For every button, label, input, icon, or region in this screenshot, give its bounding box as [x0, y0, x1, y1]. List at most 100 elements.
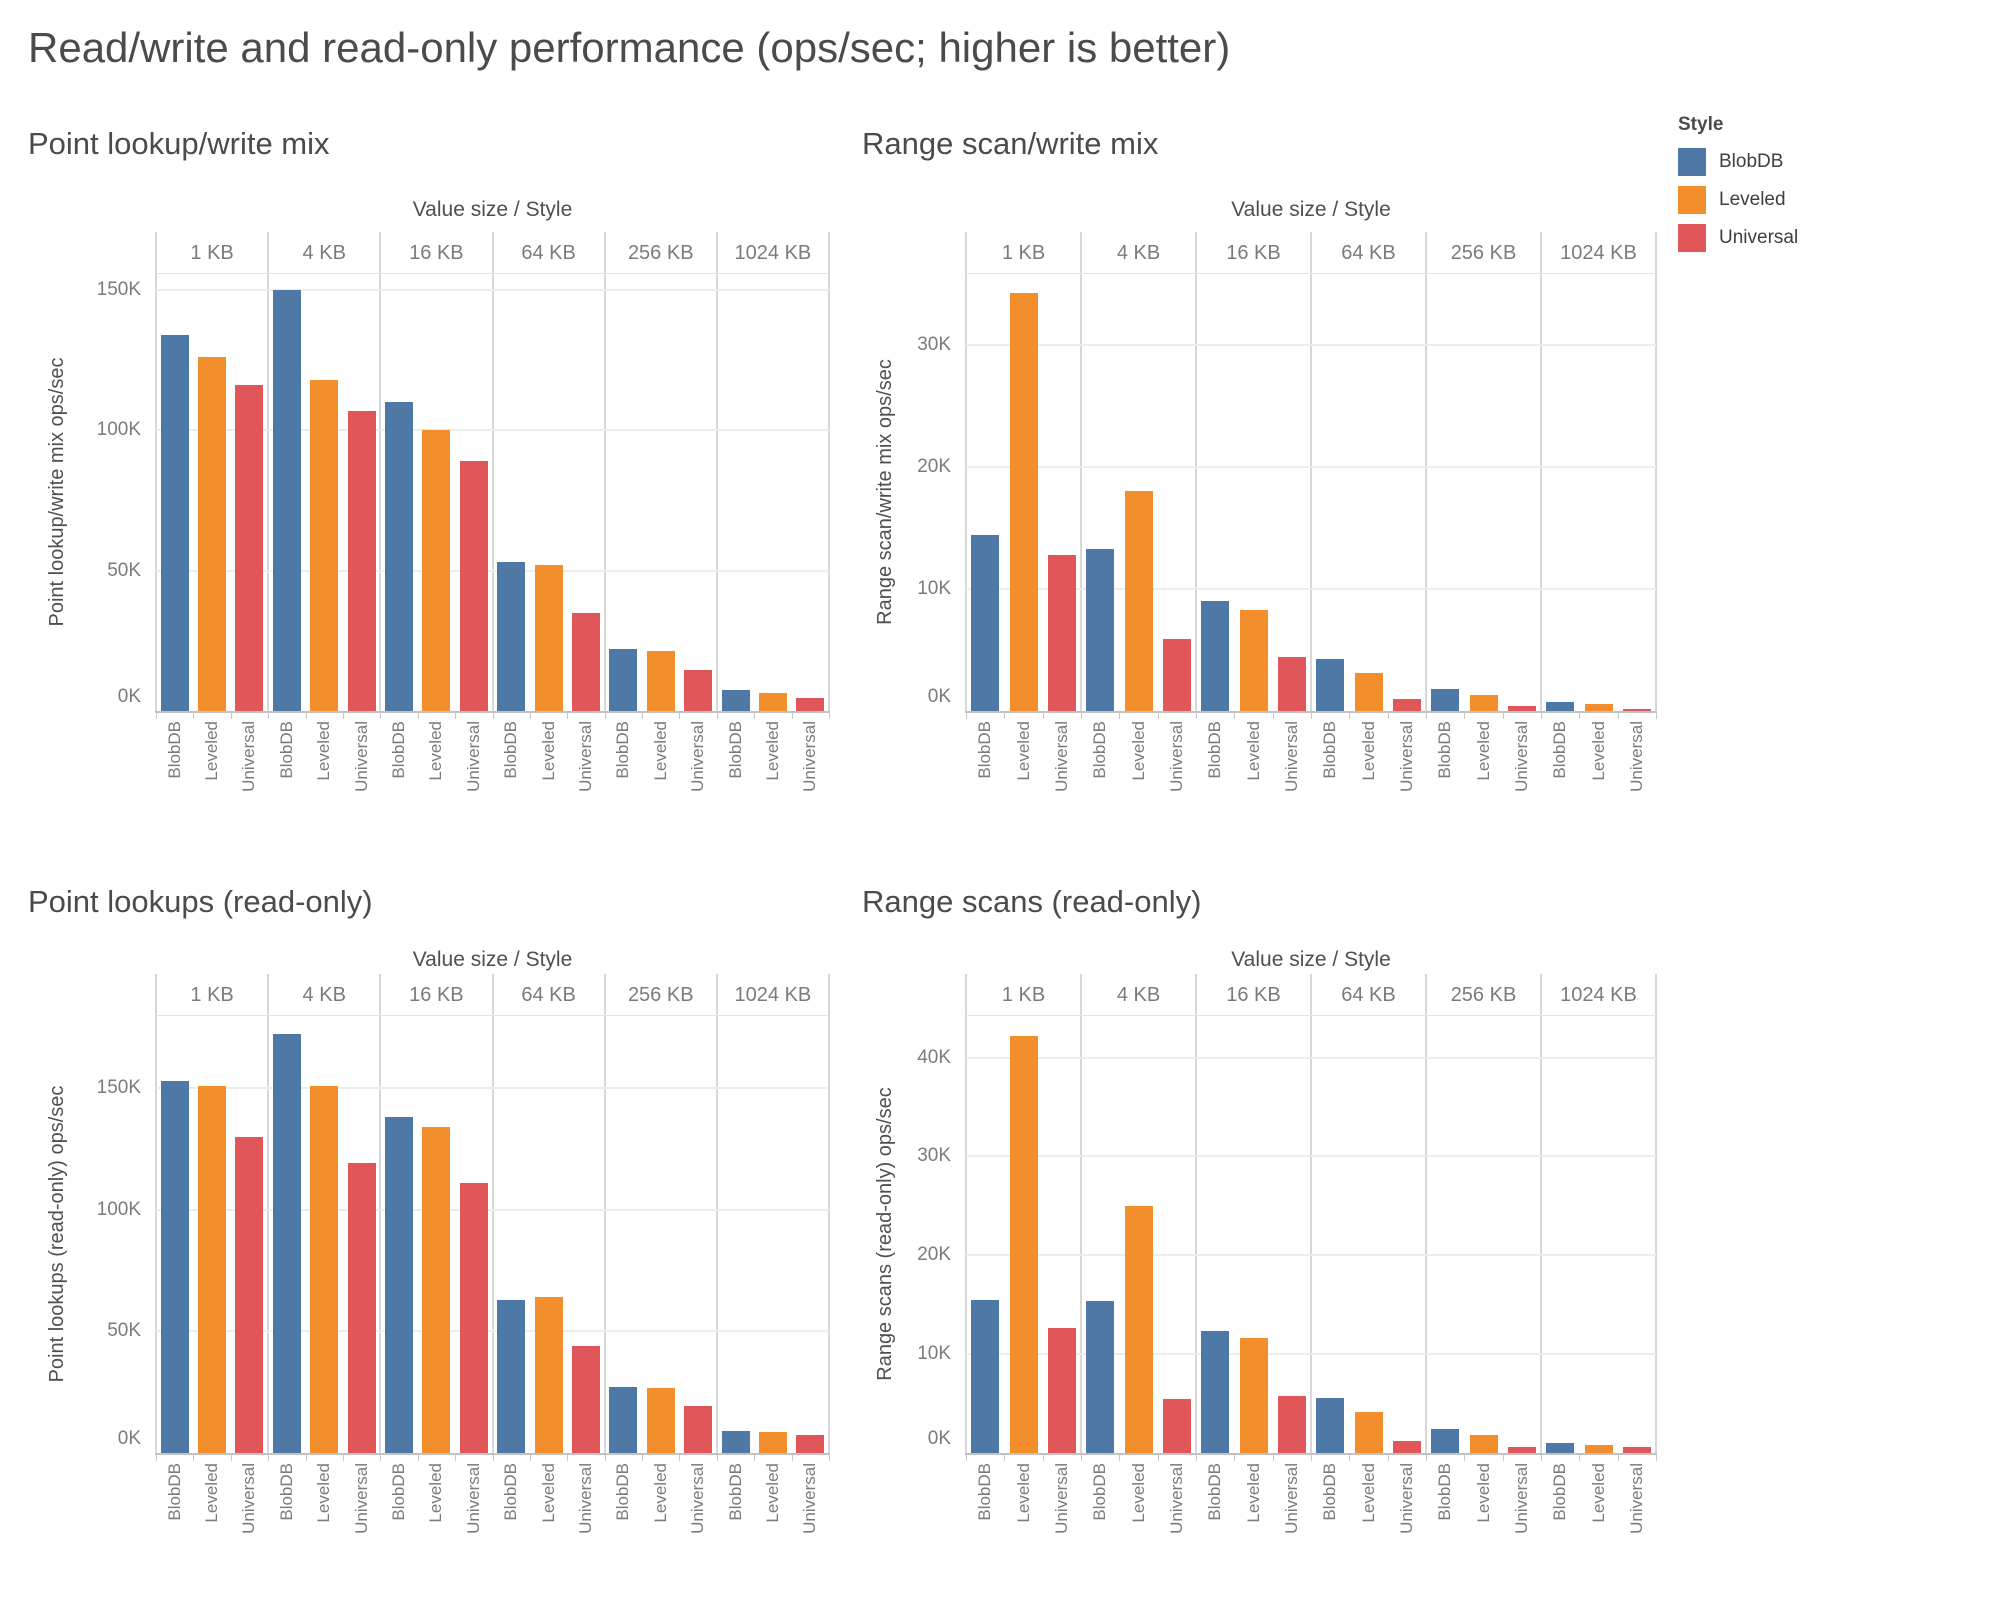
bar-point-lookup-write-mix-4KB-universal[interactable] [347, 410, 376, 711]
bar-point-lookup-write-mix-4KB-blobdb[interactable] [272, 289, 301, 711]
legend-item-leveled[interactable]: Leveled [1678, 186, 1798, 214]
category-tick [268, 1455, 270, 1461]
bar-range-scan-write-mix-64KB-blobdb[interactable] [1316, 658, 1345, 711]
bar-point-lookups-read-only--16KB-universal[interactable] [459, 1182, 488, 1453]
bar-range-scans-read-only--4KB-leveled[interactable] [1124, 1205, 1153, 1453]
column-header-1024-kb: 1024 KB [1560, 984, 1637, 1006]
bar-point-lookup-write-mix-256KB-universal[interactable] [684, 670, 713, 711]
legend-item-label: Leveled [1719, 189, 1786, 210]
bar-range-scans-read-only--1KB-blobdb[interactable] [971, 1299, 1000, 1453]
bar-range-scan-write-mix-1024KB-leveled[interactable] [1584, 704, 1613, 711]
bar-range-scan-write-mix-64KB-universal[interactable] [1392, 698, 1421, 711]
bar-range-scans-read-only--4KB-blobdb[interactable] [1086, 1300, 1115, 1453]
bar-point-lookup-write-mix-16KB-leveled[interactable] [422, 430, 451, 711]
bar-range-scans-read-only--256KB-leveled[interactable] [1469, 1435, 1498, 1453]
legend-item-universal[interactable]: Universal [1678, 224, 1798, 252]
bar-point-lookup-write-mix-1KB-universal[interactable] [235, 385, 264, 711]
bar-point-lookups-read-only--16KB-blobdb[interactable] [385, 1117, 414, 1453]
bar-range-scans-read-only--1KB-leveled[interactable] [1009, 1035, 1038, 1453]
bar-range-scans-read-only--1KB-universal[interactable] [1047, 1328, 1076, 1453]
bar-point-lookups-read-only--1KB-blobdb[interactable] [160, 1080, 189, 1453]
bar-point-lookups-read-only--4KB-blobdb[interactable] [272, 1034, 301, 1453]
bar-point-lookups-read-only--256KB-universal[interactable] [684, 1406, 713, 1453]
category-label-universal: Universal [1626, 1463, 1646, 1534]
bar-range-scan-write-mix-256KB-leveled[interactable] [1469, 695, 1498, 711]
column-header-1024-kb: 1024 KB [734, 984, 812, 1006]
bar-point-lookup-write-mix-16KB-blobdb[interactable] [385, 402, 414, 711]
column-header-64-kb: 64 KB [521, 984, 576, 1006]
bar-range-scan-write-mix-16KB-blobdb[interactable] [1201, 601, 1230, 711]
category-tick [1349, 713, 1351, 719]
category-tick [417, 1455, 419, 1461]
bar-point-lookup-write-mix-1KB-blobdb[interactable] [160, 334, 189, 711]
column-header-16-kb: 16 KB [409, 984, 464, 1006]
bar-point-lookups-read-only--4KB-universal[interactable] [347, 1163, 376, 1453]
bar-range-scan-write-mix-4KB-universal[interactable] [1162, 639, 1191, 711]
bar-range-scans-read-only--16KB-blobdb[interactable] [1201, 1331, 1230, 1453]
bar-range-scans-read-only--256KB-blobdb[interactable] [1431, 1429, 1460, 1453]
bar-point-lookup-write-mix-4KB-leveled[interactable] [310, 379, 339, 711]
bar-point-lookup-write-mix-64KB-leveled[interactable] [534, 565, 563, 711]
bar-point-lookups-read-only--1024KB-leveled[interactable] [758, 1432, 787, 1453]
bar-range-scan-write-mix-1KB-leveled[interactable] [1009, 292, 1038, 711]
bar-range-scan-write-mix-1KB-universal[interactable] [1047, 554, 1076, 711]
bar-point-lookup-write-mix-1024KB-universal[interactable] [796, 697, 825, 711]
bar-point-lookups-read-only--64KB-blobdb[interactable] [497, 1299, 526, 1453]
bar-point-lookups-read-only--1024KB-universal[interactable] [796, 1435, 825, 1453]
bar-point-lookup-write-mix-16KB-universal[interactable] [459, 461, 488, 711]
bar-point-lookup-write-mix-1024KB-blobdb[interactable] [721, 689, 750, 711]
bar-point-lookup-write-mix-256KB-blobdb[interactable] [609, 649, 638, 711]
legend-item-blobdb[interactable]: BlobDB [1678, 148, 1798, 176]
column-header-1024-kb: 1024 KB [1560, 242, 1637, 264]
bar-range-scan-write-mix-4KB-blobdb[interactable] [1086, 548, 1115, 711]
bar-point-lookups-read-only--256KB-leveled[interactable] [646, 1387, 675, 1453]
bar-point-lookup-write-mix-64KB-universal[interactable] [571, 612, 600, 711]
bar-range-scan-write-mix-256KB-blobdb[interactable] [1431, 689, 1460, 711]
bar-range-scans-read-only--16KB-universal[interactable] [1277, 1395, 1306, 1453]
bar-point-lookups-read-only--1024KB-blobdb[interactable] [721, 1431, 750, 1453]
category-tick [492, 1455, 494, 1461]
plot-top-border [966, 1015, 1656, 1016]
bar-point-lookups-read-only--4KB-leveled[interactable] [310, 1085, 339, 1453]
column-separator [1425, 232, 1427, 711]
bar-range-scan-write-mix-4KB-leveled[interactable] [1124, 491, 1153, 711]
bar-point-lookup-write-mix-64KB-blobdb[interactable] [497, 562, 526, 711]
bar-range-scan-write-mix-16KB-leveled[interactable] [1239, 609, 1268, 711]
bar-point-lookups-read-only--16KB-leveled[interactable] [422, 1126, 451, 1453]
bar-point-lookups-read-only--64KB-universal[interactable] [571, 1345, 600, 1453]
bar-range-scan-write-mix-1KB-blobdb[interactable] [971, 535, 1000, 711]
category-tick [791, 713, 793, 719]
bar-range-scans-read-only--1024KB-blobdb[interactable] [1546, 1443, 1575, 1453]
bar-range-scans-read-only--4KB-universal[interactable] [1162, 1398, 1191, 1453]
bar-range-scans-read-only--64KB-leveled[interactable] [1354, 1412, 1383, 1453]
bar-point-lookup-write-mix-1024KB-leveled[interactable] [758, 693, 787, 711]
column-separator [603, 232, 606, 711]
category-tick [1311, 713, 1312, 719]
column-separator [603, 974, 606, 1453]
column-separator [155, 232, 157, 711]
bar-point-lookups-read-only--256KB-blobdb[interactable] [609, 1387, 638, 1453]
category-tick [380, 713, 382, 719]
gridline-40k [966, 1056, 1656, 1059]
column-separator [155, 974, 157, 1453]
bar-point-lookups-read-only--64KB-leveled[interactable] [534, 1297, 563, 1453]
bar-range-scans-read-only--64KB-universal[interactable] [1392, 1441, 1421, 1453]
category-tick [529, 713, 531, 719]
bar-range-scan-write-mix-256KB-universal[interactable] [1507, 706, 1536, 711]
bar-range-scan-write-mix-1024KB-universal[interactable] [1622, 708, 1651, 711]
bar-range-scan-write-mix-16KB-universal[interactable] [1277, 657, 1306, 711]
bar-range-scans-read-only--1024KB-leveled[interactable] [1584, 1445, 1613, 1453]
bar-range-scans-read-only--16KB-leveled[interactable] [1239, 1338, 1268, 1453]
category-tick [716, 1455, 718, 1461]
bar-range-scans-read-only--256KB-universal[interactable] [1507, 1447, 1536, 1453]
bar-point-lookups-read-only--1KB-universal[interactable] [235, 1136, 264, 1453]
bar-range-scan-write-mix-1024KB-blobdb[interactable] [1546, 702, 1575, 711]
bar-range-scan-write-mix-64KB-leveled[interactable] [1354, 673, 1383, 711]
bar-range-scans-read-only--1024KB-universal[interactable] [1622, 1447, 1651, 1453]
bar-point-lookups-read-only--1KB-leveled[interactable] [198, 1085, 227, 1453]
bar-point-lookup-write-mix-1KB-leveled[interactable] [198, 357, 227, 711]
gridline-150k [156, 288, 830, 291]
bar-range-scans-read-only--64KB-blobdb[interactable] [1316, 1397, 1345, 1453]
dashboard-title: Read/write and read-only performance (op… [28, 24, 1231, 71]
bar-point-lookup-write-mix-256KB-leveled[interactable] [646, 650, 675, 711]
